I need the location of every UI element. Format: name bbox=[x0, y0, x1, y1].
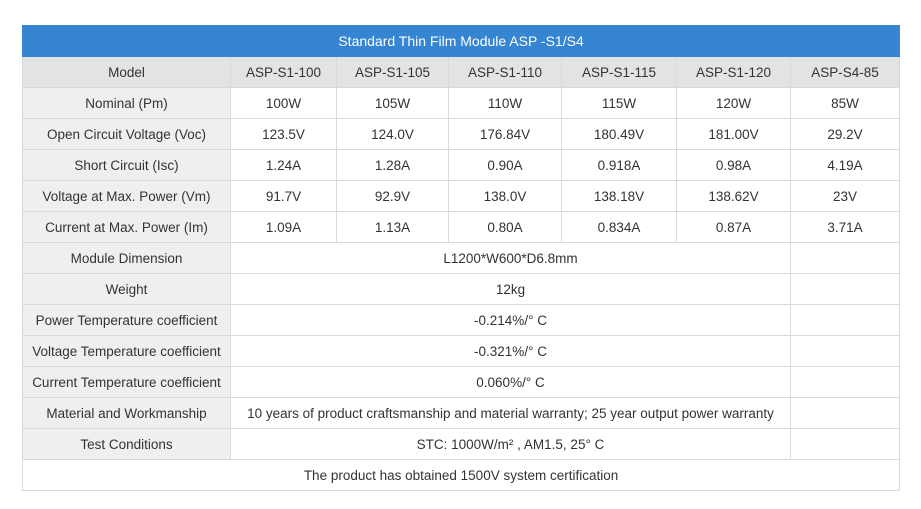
table-row: Current at Max. Power (Im) 1.09A 1.13A 0… bbox=[22, 211, 901, 243]
model-name: ASP-S1-110 bbox=[448, 56, 562, 88]
table-row: Material and Workmanship 10 years of pro… bbox=[22, 397, 901, 429]
table-row: Open Circuit Voltage (Voc) 123.5V 124.0V… bbox=[22, 118, 901, 150]
cell-value: 115W bbox=[561, 87, 677, 119]
cell-value: 4.19A bbox=[789, 149, 901, 181]
cell-value: 1.28A bbox=[336, 149, 449, 181]
empty-cell bbox=[789, 428, 901, 460]
row-label: Current Temperature coefficient bbox=[22, 366, 231, 398]
shared-value: 0.060%/° C bbox=[230, 366, 791, 398]
shared-value: L1200*W600*D6.8mm bbox=[230, 242, 791, 274]
cell-value: 0.918A bbox=[561, 149, 677, 181]
cell-value: 0.834A bbox=[561, 211, 677, 243]
cell-value: 138.18V bbox=[561, 180, 677, 212]
table-row: Test Conditions STC: 1000W/m² , AM1.5, 2… bbox=[22, 428, 901, 460]
cell-value: 0.87A bbox=[676, 211, 791, 243]
table-row: Voltage Temperature coefficient -0.321%/… bbox=[22, 335, 901, 367]
model-name: ASP-S4-85 bbox=[789, 56, 901, 88]
cell-value: 1.09A bbox=[230, 211, 337, 243]
row-label: Module Dimension bbox=[22, 242, 231, 274]
cell-value: 91.7V bbox=[230, 180, 337, 212]
cell-value: 1.24A bbox=[230, 149, 337, 181]
table-row: Nominal (Pm) 100W 105W 110W 115W 120W 85… bbox=[22, 87, 901, 119]
row-label: Current at Max. Power (Im) bbox=[22, 211, 231, 243]
row-label: Nominal (Pm) bbox=[22, 87, 231, 119]
cell-value: 180.49V bbox=[561, 118, 677, 150]
cell-value: 0.90A bbox=[448, 149, 562, 181]
cell-value: 85W bbox=[789, 87, 901, 119]
row-label: Voltage Temperature coefficient bbox=[22, 335, 231, 367]
cell-value: 100W bbox=[230, 87, 337, 119]
empty-cell bbox=[789, 242, 901, 274]
cell-value: 23V bbox=[789, 180, 901, 212]
certification-note: The product has obtained 1500V system ce… bbox=[21, 459, 901, 491]
empty-cell bbox=[789, 335, 901, 367]
table-title: Standard Thin Film Module ASP -S1/S4 bbox=[21, 25, 901, 57]
model-name: ASP-S1-120 bbox=[676, 56, 791, 88]
empty-cell bbox=[789, 304, 901, 336]
shared-value: STC: 1000W/m² , AM1.5, 25° C bbox=[230, 428, 791, 460]
table-row: Module Dimension L1200*W600*D6.8mm bbox=[22, 242, 901, 274]
table-row: Power Temperature coefficient -0.214%/° … bbox=[22, 304, 901, 336]
cell-value: 3.71A bbox=[789, 211, 901, 243]
table-row: Weight 12kg bbox=[22, 273, 901, 305]
cell-value: 0.98A bbox=[676, 149, 791, 181]
empty-cell bbox=[789, 366, 901, 398]
header-row: Model ASP-S1-100 ASP-S1-105 ASP-S1-110 A… bbox=[22, 56, 901, 88]
empty-cell bbox=[789, 273, 901, 305]
cell-value: 176.84V bbox=[448, 118, 562, 150]
model-header: Model bbox=[22, 56, 231, 88]
row-label: Test Conditions bbox=[22, 428, 231, 460]
model-name: ASP-S1-105 bbox=[336, 56, 449, 88]
model-name: ASP-S1-115 bbox=[561, 56, 677, 88]
cell-value: 92.9V bbox=[336, 180, 449, 212]
row-label: Weight bbox=[22, 273, 231, 305]
cell-value: 120W bbox=[676, 87, 791, 119]
cell-value: 181.00V bbox=[676, 118, 791, 150]
row-label: Voltage at Max. Power (Vm) bbox=[22, 180, 231, 212]
row-label: Power Temperature coefficient bbox=[22, 304, 231, 336]
shared-value: -0.214%/° C bbox=[230, 304, 791, 336]
table-row: Short Circuit (Isc) 1.24A 1.28A 0.90A 0.… bbox=[22, 149, 901, 181]
table-row: Current Temperature coefficient 0.060%/°… bbox=[22, 366, 901, 398]
cell-value: 138.0V bbox=[448, 180, 562, 212]
shared-value: 12kg bbox=[230, 273, 791, 305]
shared-value: -0.321%/° C bbox=[230, 335, 791, 367]
cell-value: 1.13A bbox=[336, 211, 449, 243]
cell-value: 29.2V bbox=[789, 118, 901, 150]
row-label: Material and Workmanship bbox=[22, 397, 231, 429]
cell-value: 124.0V bbox=[336, 118, 449, 150]
spec-table: Standard Thin Film Module ASP -S1/S4 Mod… bbox=[21, 25, 901, 491]
shared-value: 10 years of product craftsmanship and ma… bbox=[230, 397, 791, 429]
table-row: Voltage at Max. Power (Vm) 91.7V 92.9V 1… bbox=[22, 180, 901, 212]
cell-value: 105W bbox=[336, 87, 449, 119]
row-label: Open Circuit Voltage (Voc) bbox=[22, 118, 231, 150]
model-name: ASP-S1-100 bbox=[230, 56, 337, 88]
cell-value: 123.5V bbox=[230, 118, 337, 150]
cell-value: 138.62V bbox=[676, 180, 791, 212]
cell-value: 0.80A bbox=[448, 211, 562, 243]
cell-value: 110W bbox=[448, 87, 562, 119]
row-label: Short Circuit (Isc) bbox=[22, 149, 231, 181]
empty-cell bbox=[789, 397, 901, 429]
